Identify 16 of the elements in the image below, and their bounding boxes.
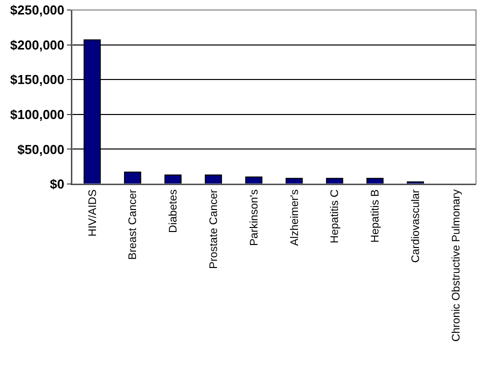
y-tick-label: $200,000: [10, 37, 64, 52]
x-tick-label: Hepatitis C: [329, 189, 342, 244]
x-tick-label: Hepatitis B: [370, 189, 382, 243]
x-tick-label: Prostate Cancer: [208, 189, 220, 269]
x-tick-label: Alzheimer's: [288, 188, 301, 246]
y-tick-label: $100,000: [10, 106, 64, 122]
y-tick-label: $50,000: [17, 142, 64, 157]
y-tick-label: $150,000: [10, 72, 64, 88]
x-tick-label: Chronic Obstructive Pulmonary: [450, 188, 462, 342]
x-tick-label: Parkinson's: [248, 188, 260, 246]
x-tick-label: HIV/AIDS: [86, 189, 99, 236]
x-tick-label: Breast Cancer: [127, 189, 140, 260]
y-tick-label: $250,000: [10, 2, 64, 18]
y-tick-label: $0: [50, 176, 64, 192]
x-tick-label: Cardiovascular: [410, 189, 422, 263]
x-tick-label: Diabetes: [168, 188, 180, 233]
